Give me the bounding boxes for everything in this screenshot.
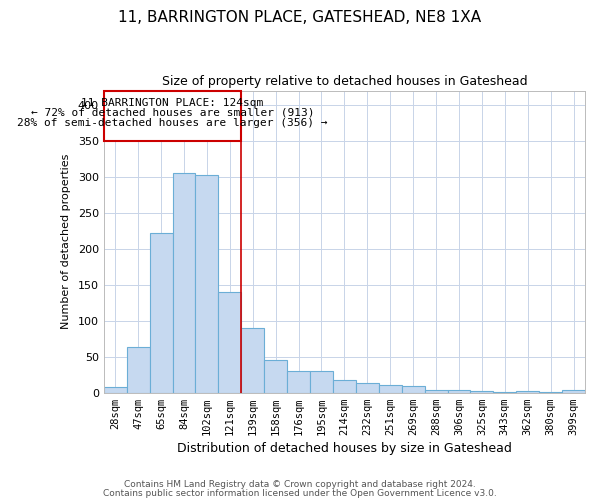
Bar xyxy=(448,390,470,392)
Bar xyxy=(104,387,127,392)
Bar xyxy=(149,233,173,392)
Bar xyxy=(379,385,401,392)
Bar xyxy=(425,390,448,392)
Text: Contains HM Land Registry data © Crown copyright and database right 2024.: Contains HM Land Registry data © Crown c… xyxy=(124,480,476,489)
Bar xyxy=(241,328,264,392)
Text: 28% of semi-detached houses are larger (356) →: 28% of semi-detached houses are larger (… xyxy=(17,118,328,128)
Bar xyxy=(287,371,310,392)
Bar xyxy=(401,386,425,392)
Bar xyxy=(173,174,196,392)
Text: 11 BARRINGTON PLACE: 124sqm: 11 BARRINGTON PLACE: 124sqm xyxy=(82,98,263,108)
Bar xyxy=(127,348,149,393)
Bar xyxy=(218,292,241,392)
Bar xyxy=(333,380,356,392)
X-axis label: Distribution of detached houses by size in Gateshead: Distribution of detached houses by size … xyxy=(177,442,512,455)
Text: ← 72% of detached houses are smaller (913): ← 72% of detached houses are smaller (91… xyxy=(31,108,314,118)
Bar xyxy=(356,384,379,392)
Bar xyxy=(196,174,218,392)
Bar xyxy=(310,371,333,392)
Y-axis label: Number of detached properties: Number of detached properties xyxy=(61,154,71,330)
Text: 11, BARRINGTON PLACE, GATESHEAD, NE8 1XA: 11, BARRINGTON PLACE, GATESHEAD, NE8 1XA xyxy=(118,10,482,25)
Text: Contains public sector information licensed under the Open Government Licence v3: Contains public sector information licen… xyxy=(103,488,497,498)
Bar xyxy=(104,90,241,141)
Bar xyxy=(264,360,287,392)
Bar xyxy=(562,390,585,392)
Title: Size of property relative to detached houses in Gateshead: Size of property relative to detached ho… xyxy=(161,75,527,88)
